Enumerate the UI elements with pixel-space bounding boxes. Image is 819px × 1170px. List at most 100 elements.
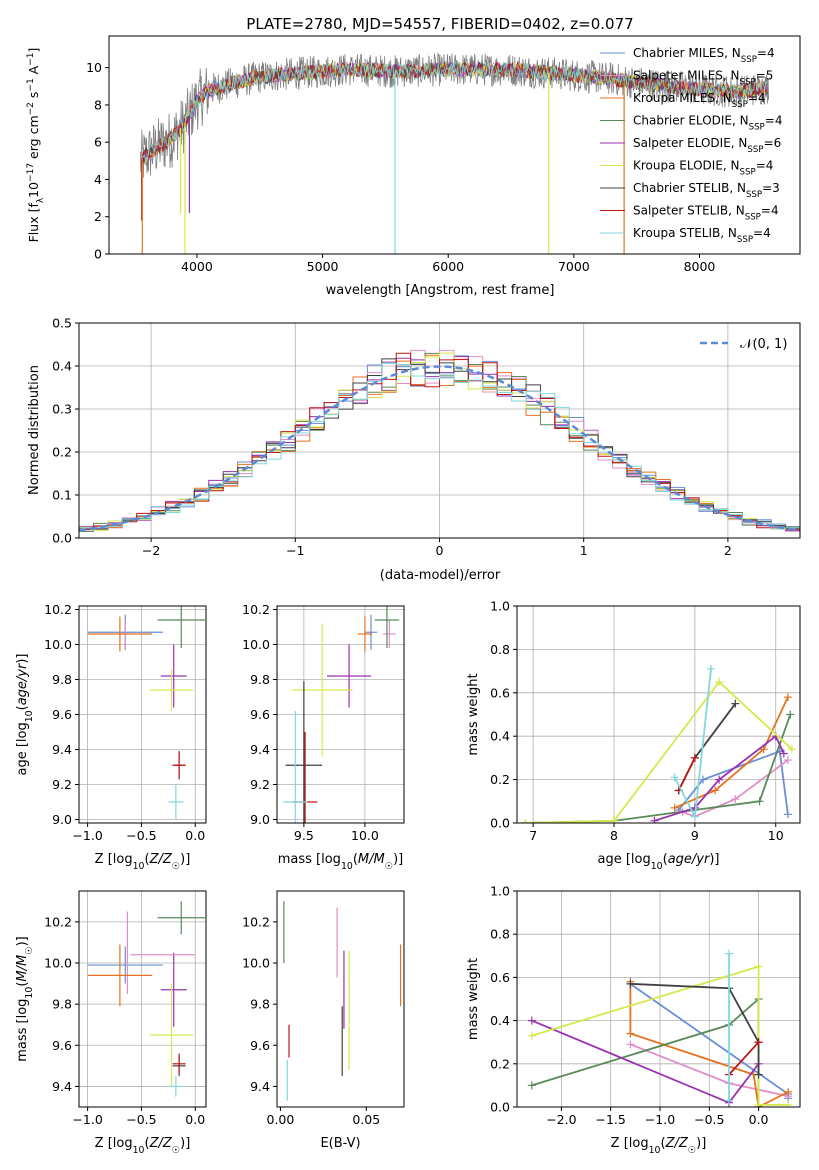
label-part: mass [log — [278, 852, 341, 867]
label-part: )] — [15, 936, 30, 946]
weight-line-0 — [678, 750, 789, 815]
x-tick-label: 10.0 — [351, 828, 379, 843]
y-tick-label: 4 — [94, 172, 102, 187]
legend-entry: Kroupa ELODIE, NSSP=4 — [633, 159, 773, 178]
y-tick-label: 9.8 — [52, 997, 72, 1012]
model-line-8 — [141, 61, 768, 163]
y-tick-label: 9.0 — [52, 812, 72, 827]
x-tick-label: −2 — [142, 543, 160, 558]
y-tick-label: 9.4 — [52, 1079, 72, 1094]
y-tick-label: 10.0 — [242, 956, 270, 971]
label-part: Chabrier STELIB, N — [633, 181, 746, 195]
legend-entry: Chabrier STELIB, NSSP=3 — [633, 181, 780, 200]
label-part: Kroupa MILES, N — [633, 91, 732, 105]
label-part: )] — [180, 852, 190, 867]
axes-frame — [78, 890, 207, 1108]
x-axis-label: Z [log10(Z/Z☉)] — [611, 1136, 707, 1156]
y-axis-label: mass weight — [466, 673, 481, 755]
plot-area — [283, 606, 400, 823]
label-part: ( — [353, 852, 358, 867]
label-part: =4 — [748, 91, 766, 105]
weight-line-6 — [630, 982, 760, 1075]
x-tick-label: −1.0 — [72, 828, 102, 843]
x-tick-label: 5000 — [307, 259, 339, 274]
label-part: 10 — [24, 987, 35, 999]
x-axis-label: E(B-V) — [320, 1136, 360, 1151]
weight-line-3 — [525, 714, 792, 823]
y-tick-label: 0.0 — [52, 531, 72, 546]
histogram-8 — [79, 362, 800, 530]
figure-title: PLATE=2780, MJD=54557, FIBERID=0402, z=0… — [246, 15, 633, 33]
y-tick-label: 9.0 — [250, 812, 270, 827]
label-part: −1 — [26, 53, 36, 66]
y-tick-label: 10.2 — [44, 914, 72, 929]
axes-residuals: −2 −1 0 1 2 0.0 0.1 0.2 0.3 0.4 0.5 𝒩(0, 1) (data-mo… — [27, 316, 801, 583]
label-part: =3 — [762, 181, 780, 195]
y-tick-label: 8 — [94, 97, 102, 112]
label-part: ( — [663, 852, 668, 867]
y-tick-label: 10 — [86, 60, 102, 75]
y-tick-label: 10.2 — [242, 602, 270, 617]
y-tick-label: 0.0 — [490, 1100, 510, 1115]
plot-area — [521, 664, 796, 823]
y-axis-label: Flux [fλ10−17 erg cm−2 s−1 A−1] — [26, 48, 46, 243]
label-part: )] — [696, 1136, 706, 1151]
plot-area — [87, 901, 205, 1097]
y-tick-label: 9.2 — [52, 777, 72, 792]
x-tick-label: 10 — [768, 828, 784, 843]
legend-entry: Chabrier ELODIE, NSSP=4 — [633, 114, 782, 133]
normal-curve — [79, 365, 800, 532]
x-tick-label: −1 — [286, 543, 304, 558]
y-tick-label: 9.6 — [250, 1038, 270, 1053]
label-part: ( — [145, 852, 150, 867]
x-axis-label: Z [log10(Z/Z☉)] — [95, 852, 191, 872]
label-part: SSP — [746, 190, 762, 200]
x-tick-label: −0.5 — [126, 1112, 156, 1127]
axes-age-vs-mass: 9.5 10.0 9.0 9.2 9.4 9.6 9.8 10.0 10.2 mass [log1… — [242, 602, 405, 872]
y-tick-label: 0.8 — [490, 642, 510, 657]
x-tick-label: 8000 — [684, 259, 716, 274]
label-part: ☉ — [688, 1145, 696, 1156]
label-part: erg cm — [26, 115, 41, 163]
plot-area — [79, 349, 800, 532]
x-tick-label: 8 — [610, 828, 618, 843]
label-part: ] — [26, 48, 41, 53]
x-tick-label: 7000 — [558, 259, 590, 274]
legend-entry: Chabrier MILES, NSSP=4 — [633, 46, 775, 65]
label-part: ( — [145, 1136, 150, 1151]
y-tick-label: 9.6 — [52, 707, 72, 722]
y-tick-label: 2 — [94, 209, 102, 224]
label-part: Kroupa ELODIE, N — [633, 159, 740, 173]
residuals-legend: 𝒩(0, 1) — [700, 337, 787, 352]
y-tick-label: 0.5 — [52, 316, 72, 331]
label-part: 10 — [26, 182, 41, 198]
label-part: age/yr — [15, 662, 30, 705]
plot-area — [87, 606, 205, 820]
label-part: SSP — [741, 55, 757, 65]
label-part: Salpeter STELIB, N — [633, 204, 745, 218]
label-part: ( — [15, 982, 30, 987]
axes-frame — [516, 890, 801, 1108]
label-part: )] — [180, 1136, 190, 1151]
label-part: A — [26, 65, 41, 78]
label-part: Z/Z — [665, 1136, 689, 1151]
x-tick-label: −2.0 — [546, 1112, 576, 1127]
label-part: ☉ — [385, 861, 393, 872]
label-part: M/M — [15, 955, 30, 982]
x-tick-label: 0.0 — [749, 1112, 769, 1127]
y-tick-label: 9.6 — [250, 707, 270, 722]
y-axis-label: mass weight — [466, 958, 481, 1040]
y-tick-label: 0.4 — [52, 359, 72, 374]
weight-line-4 — [531, 1019, 760, 1104]
label-part: )] — [709, 852, 719, 867]
y-tick-label: 9.6 — [52, 1038, 72, 1053]
label-part: −2 — [26, 102, 36, 115]
y-tick-label: 0.2 — [52, 445, 72, 460]
legend-entry: Kroupa STELIB, NSSP=4 — [633, 226, 771, 245]
label-part: =4 — [761, 204, 779, 218]
plot-area — [527, 949, 793, 1107]
y-axis-label: Normed distribution — [27, 365, 42, 495]
axes-frame — [516, 605, 801, 824]
